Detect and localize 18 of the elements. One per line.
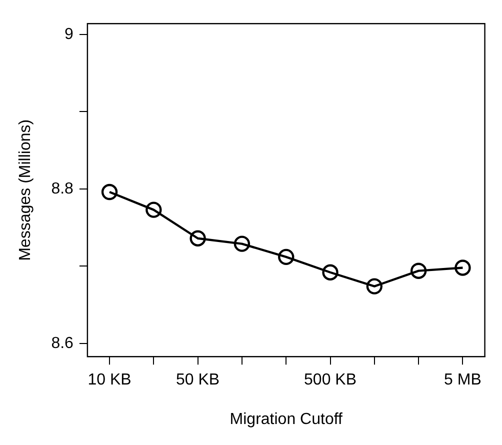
x-tick-label: 50 KB	[176, 372, 220, 389]
point	[322, 264, 338, 280]
x-tick-label: 10 KB	[88, 372, 132, 389]
y-tick-label: 8.6	[51, 334, 74, 352]
x-tick-label: 5 MB	[444, 372, 482, 389]
x-axis-title: Migration Cutoff	[230, 410, 343, 428]
point	[146, 202, 162, 218]
point	[366, 278, 383, 294]
y-tick-label: 9	[64, 26, 74, 43]
y-axis-title: Messages (Millions)	[17, 119, 34, 261]
point	[454, 260, 471, 276]
x-tick-label: 500 KB	[304, 372, 357, 389]
point	[410, 262, 427, 279]
point	[234, 236, 250, 252]
point	[278, 248, 294, 266]
point	[101, 184, 118, 200]
point	[190, 230, 206, 246]
y-tick-label: 8.8	[51, 180, 74, 198]
